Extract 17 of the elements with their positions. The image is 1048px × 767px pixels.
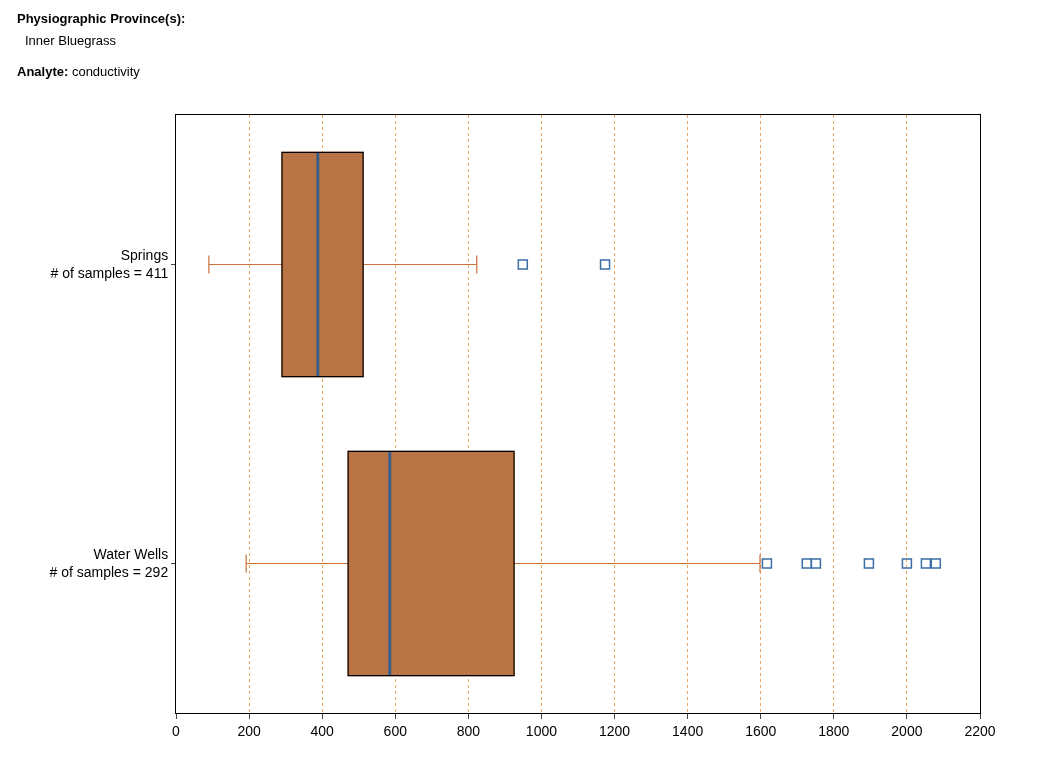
x-tick-label: 2200: [964, 722, 996, 739]
x-tick-label: 1800: [818, 722, 850, 739]
x-tick-label: 800: [456, 722, 481, 739]
x-tick-label: 200: [237, 722, 261, 739]
text: Inner Bluegrass: [25, 33, 117, 48]
text: Analyte: conductivity: [17, 64, 141, 79]
chart-title: Physiographic Province(s):: [17, 11, 186, 26]
x-tick-label: 400: [310, 722, 335, 739]
y-tick-label: Water Wells # of samples = 292: [49, 546, 169, 581]
x-tick-label: 600: [383, 722, 408, 739]
x-tick-label: 2000: [891, 722, 923, 739]
x-tick-label: 0: [172, 722, 181, 739]
x-tick-label: 1000: [525, 722, 558, 739]
x-tick-label: 1600: [745, 722, 777, 739]
x-tick-label: 1200: [598, 722, 631, 739]
y-tick-label: Springs # of samples = 411: [50, 247, 169, 282]
x-tick-label: 1400: [672, 722, 704, 739]
